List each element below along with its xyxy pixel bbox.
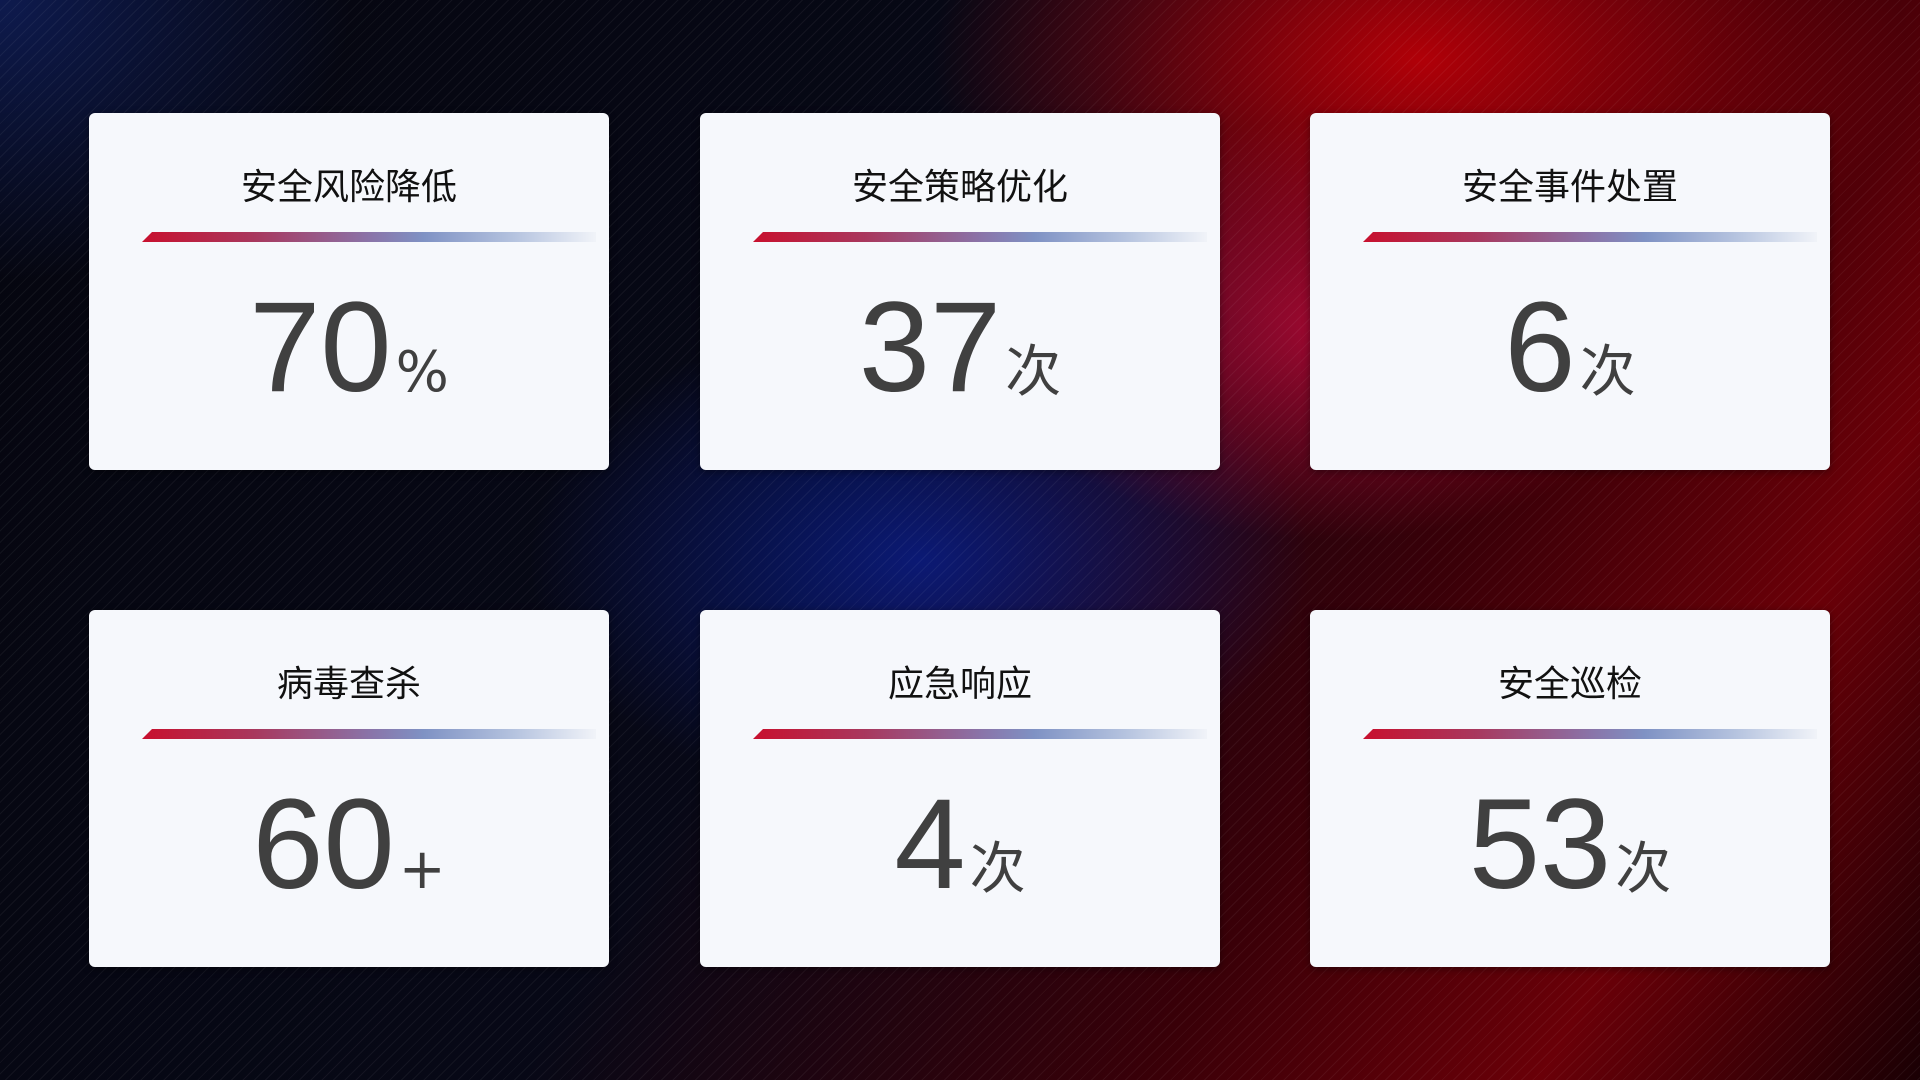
stat-unit: 次: [1005, 340, 1062, 405]
card-title: 应急响应: [887, 664, 1032, 705]
stat-number: 37: [858, 276, 1002, 419]
card-title: 安全策略优化: [851, 167, 1068, 208]
stat-number: 4: [894, 773, 966, 916]
stat-card: 安全事件处置 6次: [1310, 113, 1830, 470]
stat-unit: 次: [1615, 837, 1672, 902]
stat-value: 4次: [700, 770, 1220, 920]
stat-card: 病毒查杀 60+: [89, 610, 609, 967]
gradient-divider: [753, 729, 1207, 739]
stat-card: 安全风险降低 70%: [89, 113, 609, 470]
gradient-divider: [753, 232, 1207, 242]
stat-value: 53次: [1310, 770, 1830, 920]
gradient-divider: [1363, 232, 1817, 242]
stat-value: 6次: [1310, 273, 1830, 423]
gradient-divider: [142, 232, 596, 242]
card-title: 安全巡检: [1497, 664, 1642, 705]
card-title: 病毒查杀: [276, 664, 421, 705]
stat-value: 70%: [89, 273, 609, 423]
stat-number: 70: [249, 276, 392, 419]
stat-value: 37次: [700, 273, 1220, 423]
stat-number: 6: [1504, 276, 1576, 419]
stat-card: 安全策略优化 37次: [700, 113, 1220, 470]
stat-card: 应急响应 4次: [700, 610, 1220, 967]
gradient-divider: [1363, 729, 1817, 739]
card-title: 安全风险降低: [240, 167, 457, 208]
stat-unit: +: [398, 837, 446, 902]
gradient-divider: [142, 729, 596, 739]
stat-number: 60: [252, 773, 395, 916]
stat-card: 安全巡检 53次: [1310, 610, 1830, 967]
card-title: 安全事件处置: [1461, 167, 1678, 208]
stat-value: 60+: [89, 770, 609, 920]
stat-unit: %: [395, 340, 449, 405]
stat-unit: 次: [969, 837, 1026, 902]
stat-number: 53: [1468, 773, 1612, 916]
stat-unit: 次: [1579, 340, 1636, 405]
